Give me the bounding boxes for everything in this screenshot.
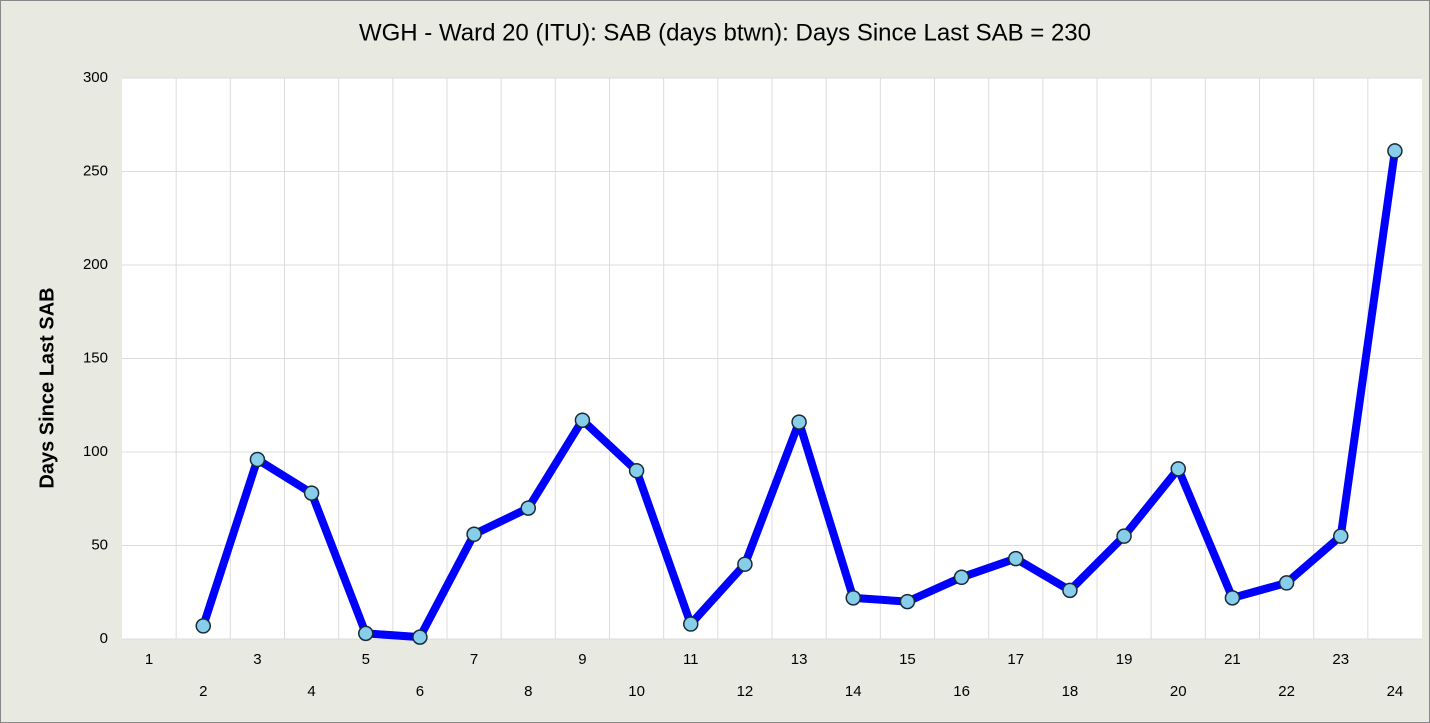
marker bbox=[303, 485, 320, 501]
marker bbox=[899, 593, 916, 610]
marker bbox=[1224, 590, 1241, 606]
x-tick-label: 1 bbox=[145, 651, 153, 668]
y-tick-label: 250 bbox=[83, 162, 108, 179]
x-tick-label: 10 bbox=[628, 683, 645, 700]
x-tick-label: 11 bbox=[683, 651, 699, 668]
x-tick-label: 22 bbox=[1278, 683, 1295, 700]
x-tick-label: 4 bbox=[307, 683, 315, 700]
x-tick-label: 9 bbox=[578, 651, 586, 668]
chart-title: WGH - Ward 20 (ITU): SAB (days btwn): Da… bbox=[359, 19, 1091, 46]
x-tick-label: 20 bbox=[1170, 683, 1187, 700]
marker bbox=[574, 412, 591, 428]
x-tick-label: 3 bbox=[253, 651, 261, 668]
x-tick-label: 18 bbox=[1062, 683, 1079, 700]
marker bbox=[358, 625, 374, 642]
marker bbox=[683, 616, 699, 632]
marker bbox=[953, 569, 970, 586]
marker bbox=[1170, 461, 1186, 477]
marker bbox=[1008, 550, 1024, 567]
x-tick-label: 19 bbox=[1116, 651, 1133, 668]
x-tick-label: 23 bbox=[1332, 651, 1349, 668]
x-tick-label: 7 bbox=[470, 651, 478, 668]
y-tick-label: 200 bbox=[83, 256, 108, 273]
marker bbox=[1278, 575, 1295, 591]
marker bbox=[520, 500, 536, 516]
x-tick-label: 24 bbox=[1387, 683, 1404, 700]
marker bbox=[1387, 143, 1403, 159]
x-tick-label: 15 bbox=[899, 651, 916, 668]
marker bbox=[412, 629, 428, 645]
marker bbox=[195, 618, 211, 634]
marker bbox=[466, 526, 482, 543]
marker bbox=[1116, 528, 1132, 544]
x-tick-label: 5 bbox=[362, 651, 370, 668]
y-axis-label: Days Since Last SAB bbox=[36, 287, 58, 488]
x-tick-label: 16 bbox=[953, 683, 970, 700]
marker bbox=[249, 451, 266, 468]
x-tick-label: 12 bbox=[737, 683, 754, 700]
y-tick-label: 100 bbox=[83, 443, 108, 460]
marker bbox=[1062, 582, 1078, 599]
y-tick-label: 0 bbox=[100, 630, 108, 647]
x-tick-label: 17 bbox=[1007, 651, 1024, 668]
x-tick-label: 21 bbox=[1224, 651, 1241, 668]
x-tick-label: 6 bbox=[416, 683, 424, 700]
marker bbox=[791, 414, 807, 430]
y-tick-label: 150 bbox=[83, 349, 108, 366]
marker bbox=[1333, 528, 1349, 544]
marker bbox=[628, 462, 645, 479]
y-tick-label: 50 bbox=[91, 536, 108, 553]
marker bbox=[737, 556, 753, 572]
x-tick-label: 13 bbox=[791, 651, 808, 668]
x-tick-label: 2 bbox=[199, 683, 207, 700]
y-tick-label: 300 bbox=[83, 69, 108, 86]
x-tick-label: 8 bbox=[524, 683, 532, 700]
marker bbox=[845, 590, 861, 606]
x-tick-label: 14 bbox=[845, 683, 862, 700]
